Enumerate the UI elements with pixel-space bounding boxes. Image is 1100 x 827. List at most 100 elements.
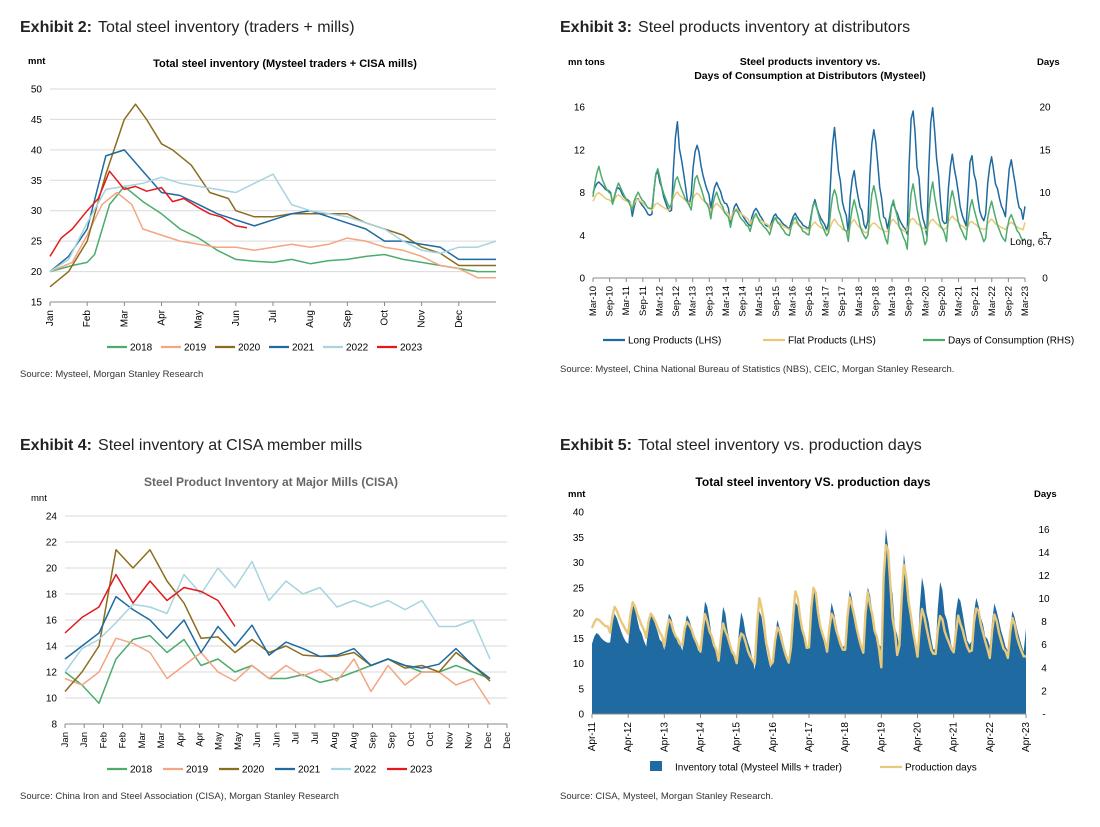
x-tick-label: Mar-19	[887, 286, 898, 316]
series-line-days-of-consumption-rhs	[592, 165, 1026, 250]
legend-label-2023: 2023	[400, 343, 423, 354]
x-tick-label: Mar	[156, 732, 167, 748]
x-tick-label: Apr-13	[659, 722, 670, 752]
x-tick-label: Sep-18	[870, 286, 881, 317]
x-tick-label: Aug	[348, 732, 359, 749]
chart-title: Total steel inventory VS. production day…	[695, 475, 930, 489]
series-line-long-products-lhs	[592, 106, 1026, 237]
x-tick-label: Jan	[45, 310, 56, 326]
x-tick-label: Apr-15	[732, 722, 743, 752]
series-line-2021	[64, 595, 491, 680]
x-tick-label: Oct	[380, 310, 391, 326]
y-tick-label: 10	[573, 659, 585, 670]
y-axis-label: mnt	[568, 489, 586, 500]
x-tick-label: Jul	[268, 310, 279, 323]
x-tick-label: Apr-17	[804, 722, 815, 752]
y2-tick-label: 0	[1042, 274, 1048, 285]
y2-tick-label: 2	[1041, 686, 1047, 697]
x-tick-label: Apr-21	[949, 722, 960, 752]
x-tick-label: Mar-12	[654, 286, 665, 316]
x-tick-label: Apr	[157, 309, 168, 325]
y-tick-label: 20	[31, 267, 43, 278]
legend-label-2022: 2022	[354, 765, 377, 776]
y-tick-label: 16	[574, 103, 586, 114]
x-tick-label: Sep-11	[638, 286, 649, 316]
y-tick-label: 40	[31, 145, 43, 156]
y2-tick-label: 5	[1042, 231, 1048, 242]
y2-tick-label: -	[1042, 710, 1045, 721]
legend-label-2019: 2019	[184, 343, 207, 354]
exhibit-3-heading: Exhibit 3: Steel products inventory at di…	[560, 19, 910, 37]
y2-tick-label: 16	[1038, 525, 1050, 536]
series-line-2018	[64, 634, 491, 704]
series-line-2021	[49, 149, 496, 273]
x-tick-label: Apr-20	[913, 722, 924, 752]
x-tick-label: Sep	[367, 732, 378, 749]
exhibit-label: Exhibit 2:	[20, 19, 93, 36]
y-tick-label: 8	[51, 720, 57, 731]
x-tick-label: Sep-10	[605, 286, 616, 317]
y2-axis-label: Days	[1034, 489, 1057, 500]
x-tick-label: Apr-12	[623, 722, 634, 752]
y-axis-label: mn tons	[568, 57, 605, 68]
legend-label-2019: 2019	[186, 765, 209, 776]
x-tick-label: Mar-11	[621, 286, 632, 315]
legend-label-long-products-lhs: Long Products (LHS)	[628, 336, 721, 347]
x-tick-label: Sep-19	[904, 286, 915, 317]
y-tick-label: 12	[46, 668, 58, 679]
x-tick-label: Oct	[425, 732, 436, 747]
series-line-2018	[49, 185, 496, 273]
x-tick-label: Jan	[60, 732, 71, 747]
y-tick-label: 15	[573, 634, 585, 645]
y-tick-label: 16	[46, 616, 58, 627]
x-tick-label: Sep-12	[671, 286, 682, 317]
x-tick-label: Mar-17	[821, 286, 832, 316]
x-tick-label: Jun	[231, 310, 242, 326]
x-tick-label: Mar-15	[754, 286, 765, 316]
chart-exhibit-4: mnt Steel Product Inventory at Major Mil…	[31, 475, 513, 776]
legend-label-2018: 2018	[130, 343, 153, 354]
series-line-2023	[49, 170, 248, 257]
x-tick-label: Sep-21	[970, 286, 981, 317]
legend-label-2023: 2023	[410, 765, 433, 776]
legend-label-inventory-total-mysteel-mills-trader: Inventory total (Mysteel Mills + trader)	[675, 763, 842, 774]
x-tick-label: Nov	[417, 310, 428, 328]
legend-label-production-days: Production days	[905, 763, 977, 774]
x-tick-label: Feb	[82, 310, 93, 328]
exhibit-label: Exhibit 3:	[560, 19, 633, 36]
legend-label-2020: 2020	[238, 343, 261, 354]
exhibit-title: Steel inventory at CISA member mills	[98, 437, 363, 454]
y2-tick-label: 10	[1038, 594, 1050, 605]
x-tick-label: Aug	[329, 732, 340, 749]
legend-label-2020: 2020	[242, 765, 265, 776]
chart-title: Total steel inventory (Mysteel traders +…	[153, 58, 417, 70]
x-tick-label: Sep-17	[837, 286, 848, 317]
exhibit-5-heading: Exhibit 5: Total steel inventory vs. prod…	[560, 437, 922, 455]
y-tick-label: 22	[46, 538, 58, 549]
x-tick-label: Jan	[79, 732, 90, 747]
legend-label-flat-products-lhs: Flat Products (LHS)	[788, 336, 876, 347]
exhibit-label: Exhibit 5:	[560, 437, 633, 454]
series-line-2023	[64, 573, 236, 634]
x-tick-label: May	[214, 732, 225, 750]
chart-exhibit-2: mnt Total steel inventory (Mysteel trade…	[28, 56, 497, 354]
exhibit-label: Exhibit 4:	[20, 437, 93, 454]
legend-label-2018: 2018	[130, 765, 153, 776]
y-tick-label: 20	[573, 609, 585, 620]
x-tick-label: Dec	[502, 732, 513, 749]
x-tick-label: Jun	[252, 732, 263, 747]
x-tick-label: Sep-13	[704, 286, 715, 317]
series-line-2022	[49, 173, 497, 273]
x-tick-label: Feb	[118, 732, 129, 748]
series-line-2019	[64, 637, 491, 705]
x-tick-label: Apr-23	[1021, 722, 1032, 752]
legend-label-2022: 2022	[346, 343, 369, 354]
y-tick-label: 4	[579, 231, 585, 242]
chart-exhibit-5: mnt Days Total steel inventory VS. produ…	[568, 475, 1057, 774]
x-tick-label: Jun	[271, 732, 282, 747]
y2-tick-label: 20	[1039, 103, 1051, 114]
x-tick-label: May	[233, 732, 244, 750]
legend-label-days-of-consumption-rhs: Days of Consumption (RHS)	[948, 336, 1074, 347]
y-tick-label: 24	[46, 512, 58, 523]
x-tick-label: Jul	[291, 732, 302, 744]
